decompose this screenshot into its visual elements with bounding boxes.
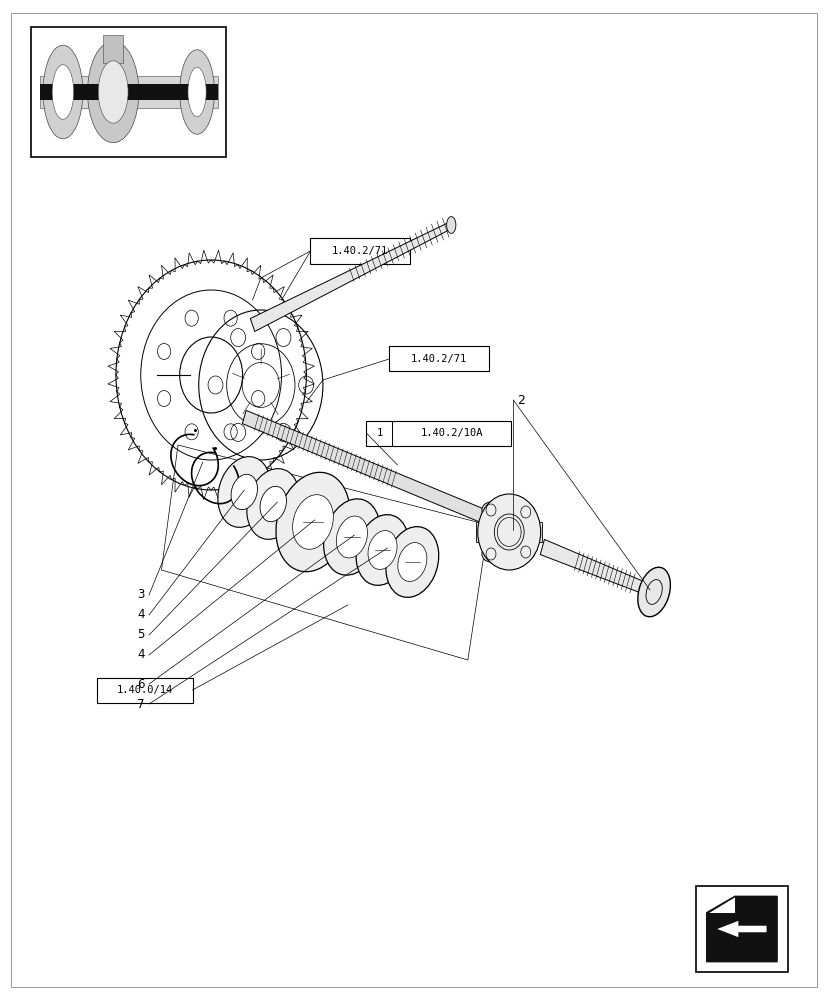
Ellipse shape xyxy=(637,567,670,617)
Ellipse shape xyxy=(246,469,299,539)
Ellipse shape xyxy=(446,217,456,233)
Ellipse shape xyxy=(275,472,350,572)
Ellipse shape xyxy=(356,515,409,585)
Circle shape xyxy=(477,494,540,570)
Ellipse shape xyxy=(260,486,286,522)
Ellipse shape xyxy=(188,67,206,117)
Polygon shape xyxy=(250,222,452,331)
Ellipse shape xyxy=(367,531,397,569)
Ellipse shape xyxy=(292,495,333,549)
Ellipse shape xyxy=(336,516,367,558)
Bar xyxy=(98,678,192,702)
Bar xyxy=(310,238,409,263)
Ellipse shape xyxy=(98,61,128,123)
Ellipse shape xyxy=(516,544,534,560)
Ellipse shape xyxy=(397,543,427,581)
Text: 7: 7 xyxy=(137,698,145,710)
Ellipse shape xyxy=(179,50,214,134)
Text: 4: 4 xyxy=(137,648,145,662)
Bar xyxy=(40,76,218,108)
Text: 3: 3 xyxy=(137,588,145,601)
Polygon shape xyxy=(539,539,643,593)
Bar xyxy=(476,522,490,542)
Ellipse shape xyxy=(231,474,257,510)
Polygon shape xyxy=(705,896,777,962)
Ellipse shape xyxy=(88,41,139,143)
Bar xyxy=(366,420,510,446)
Text: 1.40.0/14: 1.40.0/14 xyxy=(117,685,173,695)
Polygon shape xyxy=(716,921,766,937)
Ellipse shape xyxy=(52,65,74,119)
Polygon shape xyxy=(242,410,494,527)
Bar xyxy=(103,35,123,63)
Ellipse shape xyxy=(43,45,83,139)
Ellipse shape xyxy=(218,457,270,527)
Bar xyxy=(527,522,542,542)
Text: 1: 1 xyxy=(375,428,382,438)
Ellipse shape xyxy=(481,502,500,518)
Text: 1.40.2/71: 1.40.2/71 xyxy=(410,354,466,364)
Text: 6: 6 xyxy=(137,678,145,690)
Text: 1.40.2/10A: 1.40.2/10A xyxy=(420,428,482,438)
Polygon shape xyxy=(705,896,734,913)
Ellipse shape xyxy=(481,546,500,562)
Ellipse shape xyxy=(516,504,534,520)
Ellipse shape xyxy=(323,499,380,575)
Text: 4: 4 xyxy=(137,608,145,621)
Text: 2: 2 xyxy=(517,393,525,406)
Text: 5: 5 xyxy=(137,629,145,642)
Bar xyxy=(389,346,488,371)
Ellipse shape xyxy=(385,527,438,597)
Bar xyxy=(40,84,218,100)
Text: 1.40.2/71: 1.40.2/71 xyxy=(332,246,388,256)
Bar xyxy=(695,886,787,972)
Bar xyxy=(31,27,226,157)
